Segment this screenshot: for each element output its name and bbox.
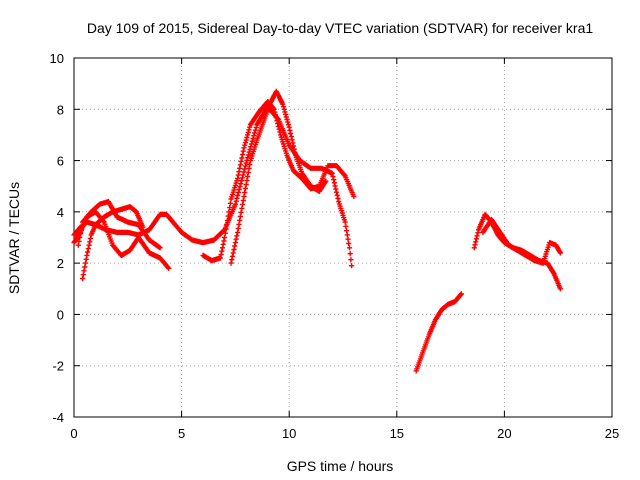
y-axis-label: SDTVAR / TECUs bbox=[6, 182, 22, 294]
series-sat-g bbox=[413, 291, 464, 374]
data-points bbox=[80, 204, 146, 282]
y-tick-label: 10 bbox=[50, 51, 64, 66]
data-points bbox=[413, 291, 464, 374]
y-tick-label: 6 bbox=[57, 154, 64, 169]
data-points bbox=[228, 88, 329, 266]
y-tick-label: 2 bbox=[57, 256, 64, 271]
x-tick-label: 10 bbox=[282, 426, 296, 441]
series-sat-d bbox=[80, 204, 146, 282]
x-tick-label: 20 bbox=[497, 426, 511, 441]
x-tick-label: 0 bbox=[70, 426, 77, 441]
chart-title: Day 109 of 2015, Sidereal Day-to-day VTE… bbox=[87, 20, 593, 36]
y-tick-label: 4 bbox=[57, 205, 64, 220]
plot-frame bbox=[73, 57, 613, 418]
x-axis-label: GPS time / hours bbox=[287, 458, 394, 474]
y-tick-label: 8 bbox=[57, 102, 64, 117]
x-tick-label: 25 bbox=[605, 426, 619, 441]
tick-layer: 0 5 10 15 20 25 -4 -2 0 2 4 6 8 10 bbox=[50, 51, 620, 441]
y-tick-label: -4 bbox=[52, 410, 64, 425]
series-sat-f bbox=[228, 88, 329, 266]
y-tick-label: -2 bbox=[52, 359, 64, 374]
x-tick-label: 15 bbox=[390, 426, 404, 441]
series-sat-i bbox=[480, 216, 563, 266]
y-tick-label: 0 bbox=[57, 307, 64, 322]
data-points bbox=[480, 216, 563, 266]
grid-layer bbox=[74, 58, 612, 417]
data-layer bbox=[71, 88, 563, 374]
x-tick-label: 5 bbox=[178, 426, 185, 441]
